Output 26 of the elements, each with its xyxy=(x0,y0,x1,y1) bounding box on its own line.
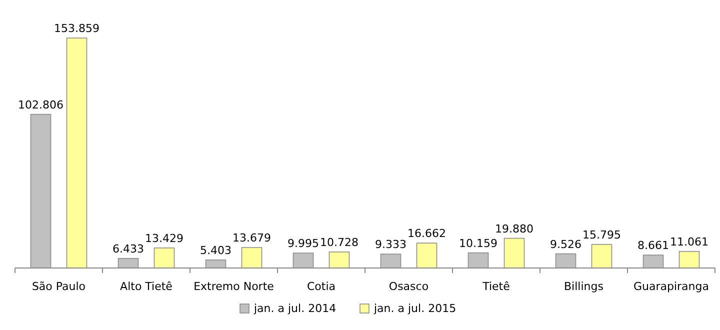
legend-label: jan. a jul. 2014 xyxy=(253,302,336,315)
data-label: 10.728 xyxy=(320,236,358,249)
data-label: 8.661 xyxy=(638,239,669,252)
data-label: 13.679 xyxy=(232,232,271,245)
x-tick-label: Guarapiranga xyxy=(634,280,709,293)
data-label: 102.806 xyxy=(18,98,64,112)
data-label: 153.859 xyxy=(54,22,100,35)
x-tick-label: São Paulo xyxy=(32,280,86,293)
data-label: 13.429 xyxy=(145,232,184,245)
legend-label: jan. a jul. 2015 xyxy=(373,302,456,315)
data-label: 9.526 xyxy=(550,238,582,251)
data-label: 9.333 xyxy=(375,238,406,252)
data-label: 10.159 xyxy=(459,236,498,250)
x-tick-label: Tietê xyxy=(482,280,510,293)
x-tick-label: Osasco xyxy=(388,280,429,293)
x-tick-label: Extremo Norte xyxy=(194,280,274,293)
data-label: 11.061 xyxy=(670,235,708,248)
data-label: 9.995 xyxy=(288,237,319,250)
data-label: 5.403 xyxy=(200,244,232,257)
x-tick-label: Alto Tietê xyxy=(120,280,173,293)
data-label: 16.662 xyxy=(408,227,446,240)
x-tick-label: Billings xyxy=(564,280,604,293)
data-label: 15.795 xyxy=(582,228,621,242)
data-label: 6.433 xyxy=(112,242,144,256)
x-tick-label: Cotia xyxy=(306,280,336,293)
data-label: 19.880 xyxy=(495,222,534,236)
